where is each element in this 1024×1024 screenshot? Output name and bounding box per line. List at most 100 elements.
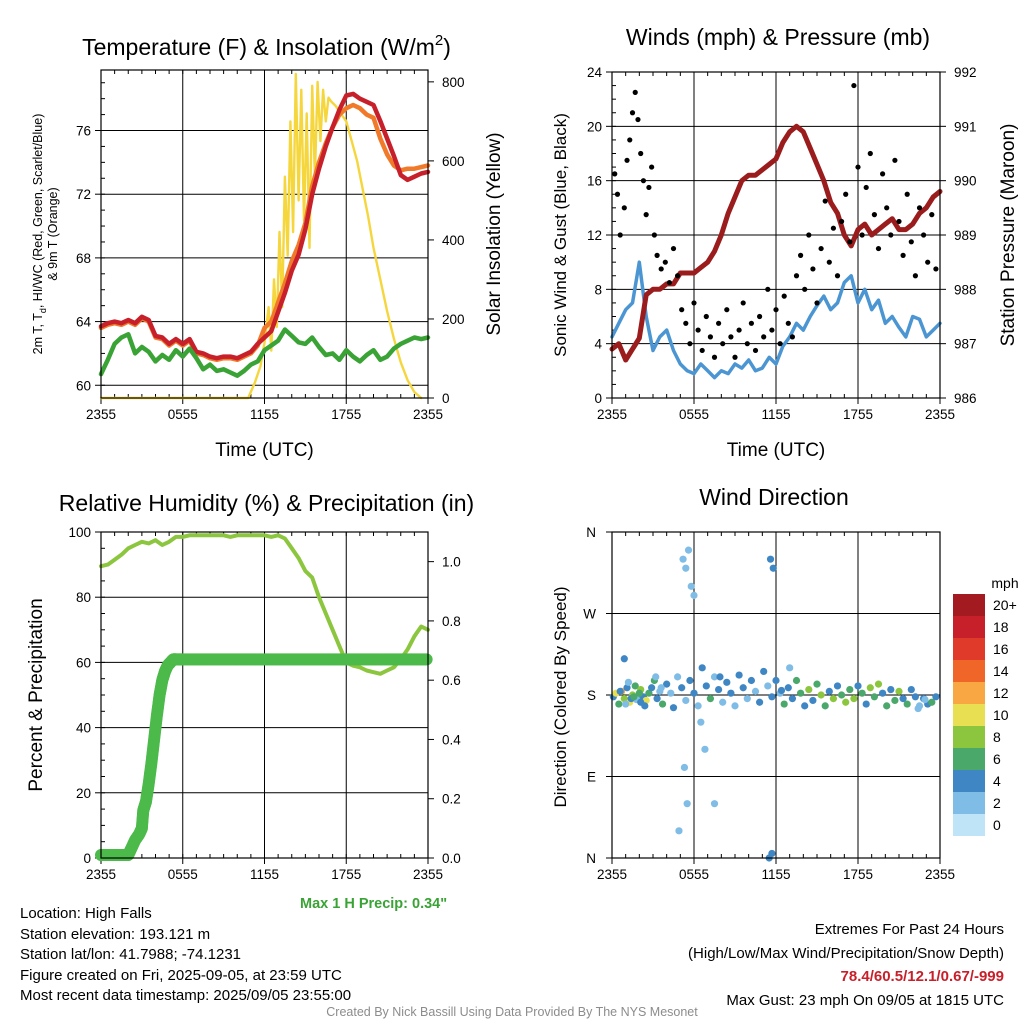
direction-point [731, 702, 739, 710]
y2-tick-label: 0.2 [442, 792, 461, 807]
y2-tick-label: 200 [442, 312, 465, 327]
gust-point [888, 232, 894, 238]
direction-point [698, 664, 706, 672]
y-tick-label: 4 [594, 337, 602, 352]
direction-point [784, 684, 792, 692]
x-tick-label: 1155 [761, 407, 790, 422]
chart-title: Temperature (F) & Insolation (W/m2) [82, 32, 451, 60]
gust-point [761, 334, 767, 340]
gust-point [724, 307, 730, 313]
direction-point [630, 693, 638, 701]
x-tick-label: 1755 [331, 407, 361, 422]
direction-point [866, 684, 874, 692]
direction-point [641, 702, 649, 710]
direction-point [903, 700, 911, 708]
legend-label: 12 [993, 685, 1009, 701]
gust-point [666, 279, 673, 286]
direction-point [653, 695, 661, 703]
direction-point [697, 718, 705, 726]
direction-point [764, 682, 772, 690]
direction-point [805, 685, 813, 694]
direction-point [642, 696, 650, 705]
gust-point [629, 110, 636, 116]
legend-title: mph [991, 575, 1018, 591]
gust-point [670, 245, 677, 252]
legend-swatch [953, 638, 985, 660]
gust-point [851, 82, 857, 89]
y-tick-label: S [587, 688, 596, 703]
elevation-text: Station elevation: 193.121 m [20, 925, 211, 943]
gust-point [736, 327, 742, 333]
direction-point [829, 695, 838, 703]
y2-tick-label: 600 [442, 154, 465, 169]
y2-tick-label: 0.0 [442, 851, 461, 866]
latlon-text: Station lat/lon: 41.7988; -74.1231 [20, 946, 242, 963]
direction-point [657, 684, 665, 692]
direction-point [928, 698, 936, 706]
gust-point [789, 334, 796, 340]
max-precip-annotation: Max 1 H Precip: 0.34" [300, 896, 448, 912]
gust-point [643, 212, 649, 218]
direction-point [772, 676, 780, 685]
gust-point [802, 286, 808, 292]
direction-point [809, 696, 817, 705]
gust-point [748, 320, 755, 326]
legend-label: 18 [993, 619, 1009, 635]
y-tick-label: 60 [76, 378, 91, 393]
gust-point [716, 320, 722, 326]
direction-point [663, 680, 671, 688]
y-tick-label: 68 [76, 251, 91, 266]
gust-point [703, 313, 709, 320]
direction-point [694, 702, 702, 710]
gust-point [695, 327, 701, 333]
direction-point [821, 702, 829, 710]
gust-point [640, 178, 647, 184]
legend-swatch [953, 660, 985, 682]
y-tick-label: 60 [76, 655, 91, 670]
y-tick-label: 72 [76, 187, 91, 202]
direction-point [719, 698, 727, 706]
y-axis-label: Percent & Precipitation [26, 598, 47, 791]
gust-point [711, 354, 718, 360]
gust-point [912, 273, 919, 279]
gust-point [649, 164, 655, 170]
gust-point [781, 293, 787, 299]
gust-point [921, 232, 927, 238]
direction-point [624, 678, 633, 686]
direction-point [645, 689, 653, 697]
direction-point [648, 684, 656, 692]
y-tick-label: 16 [587, 174, 602, 189]
direction-point [679, 555, 687, 563]
direction-point [680, 763, 689, 772]
legend-label: 14 [993, 663, 1009, 679]
y2-axis-label: Station Pressure (Maroon) [998, 124, 1019, 347]
credit-text: Created By Nick Bassill Using Data Provi… [326, 1005, 698, 1019]
x-tick-label: 2355 [925, 867, 955, 882]
direction-point [710, 800, 719, 808]
gust-point [687, 341, 693, 347]
y2-tick-label: 987 [954, 337, 977, 352]
y-tick-label: 0 [83, 851, 91, 866]
direction-point [751, 687, 760, 695]
direction-point [907, 685, 915, 694]
legend-label: 10 [993, 707, 1009, 723]
direction-point [702, 682, 710, 690]
y-tick-label: 40 [76, 721, 91, 736]
x-tick-label: 1155 [761, 867, 790, 882]
chart-title: Wind Direction [699, 484, 849, 510]
legend-swatch [953, 792, 985, 814]
gust-point [683, 320, 689, 326]
gust-point [916, 205, 923, 211]
gust-point [830, 225, 837, 231]
legend-swatch [953, 726, 985, 748]
gust-point [875, 245, 882, 252]
gust-point [793, 273, 800, 279]
y-tick-label: 20 [587, 119, 602, 134]
direction-point [716, 673, 724, 681]
gust-point [773, 307, 779, 313]
direction-point [786, 664, 794, 672]
gust-point [843, 191, 849, 197]
rh-line [99, 533, 430, 676]
gust-point [818, 245, 824, 252]
